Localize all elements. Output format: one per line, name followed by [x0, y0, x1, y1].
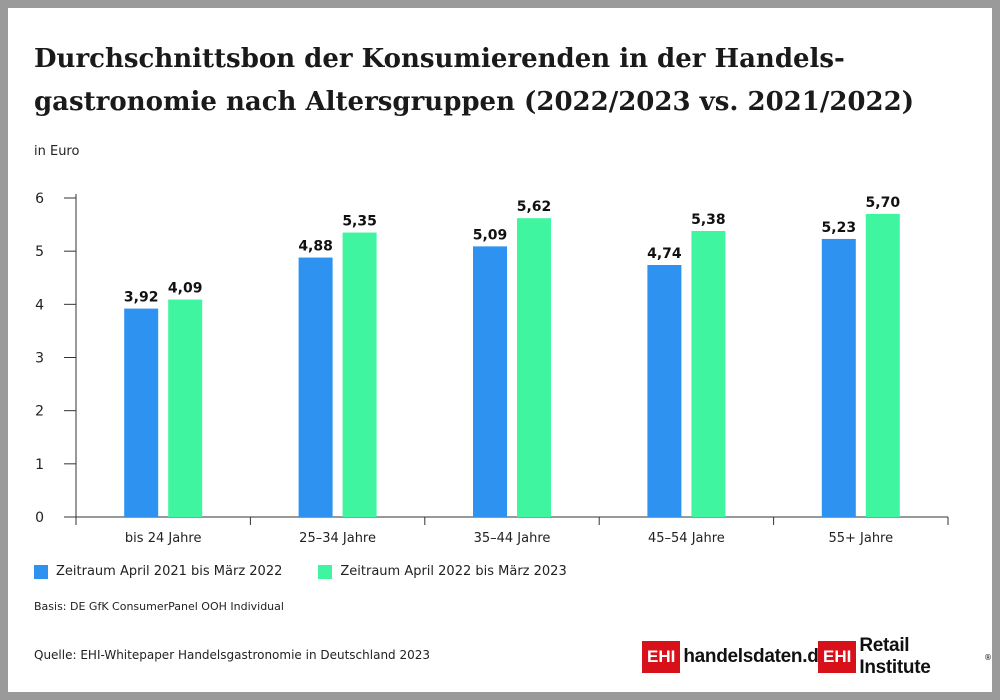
y-axis-unit-label: in Euro [34, 144, 80, 159]
registered-mark: ® [984, 652, 992, 662]
bar-series2 [691, 230, 726, 518]
legend-swatch-series1 [34, 564, 48, 579]
logo-retail-institute-text: Retail Institute [859, 635, 931, 678]
legend-label-series1: Zeitraum April 2021 bis März 2022 [56, 564, 283, 579]
data-label-series2: 5,35 [342, 214, 377, 230]
logo-handelsdaten-box: EHI [642, 641, 681, 673]
legend-swatch-series2 [318, 564, 333, 579]
legend: Zeitraum April 2021 bis März 2022 Zeitra… [34, 564, 567, 579]
logo-retail-institute-box: EHI [818, 641, 857, 673]
data-label-series1: 4,74 [647, 246, 682, 262]
logo-handelsdaten-text: handelsdaten.de [683, 646, 829, 667]
x-category-label: 55+ Jahre [828, 531, 893, 546]
y-tick-label: 4 [35, 297, 44, 313]
data-label-series1: 3,92 [124, 290, 159, 306]
y-tick-label: 6 [35, 191, 44, 207]
y-tick-label: 5 [35, 244, 44, 260]
x-category-label: bis 24 Jahre [125, 531, 202, 546]
bar-series1 [298, 257, 333, 517]
x-category-label: 25–34 Jahre [299, 531, 376, 546]
bar-series1 [124, 308, 159, 517]
bar-series2 [865, 213, 900, 517]
logo-retail-institute: EHI Retail Institute ® [818, 635, 992, 678]
chart-title-line2: gastronomie nach Altersgruppen (2022/202… [34, 87, 915, 117]
data-label-series2: 5,62 [517, 199, 552, 215]
x-category-label: 35–44 Jahre [474, 531, 551, 546]
bar-series2 [342, 232, 377, 517]
y-tick-label: 0 [35, 510, 44, 526]
chart-title: Durchschnittsbon der Konsumierenden in d… [34, 38, 974, 124]
bar-series1 [473, 246, 507, 518]
data-label-series2: 4,09 [168, 281, 203, 297]
basis-note: Basis: DE GfK ConsumerPanel OOH Individu… [34, 600, 284, 613]
legend-item-series1: Zeitraum April 2021 bis März 2022 [34, 564, 282, 579]
data-label-series1: 5,09 [473, 227, 508, 243]
data-label-series1: 4,88 [298, 239, 333, 255]
logo-handelsdaten: EHI handelsdaten.de [642, 641, 829, 673]
legend-item-series2: Zeitraum April 2022 bis März 2023 [318, 564, 567, 579]
bar-series2 [168, 299, 203, 517]
source-note: Quelle: EHI-Whitepaper Handelsgastronomi… [34, 648, 431, 662]
x-category-label: 45–54 Jahre [648, 531, 725, 546]
bar-series1 [647, 264, 682, 517]
data-label-series2: 5,70 [866, 195, 901, 211]
bar-series1 [821, 238, 856, 517]
y-tick-label: 1 [35, 457, 44, 473]
chart-title-line1: Durchschnittsbon der Konsumierenden in d… [34, 44, 845, 74]
bar-series2 [517, 218, 551, 517]
y-tick-label: 2 [35, 404, 44, 420]
legend-label-series2: Zeitraum April 2022 bis März 2023 [340, 564, 567, 579]
data-label-series2: 5,38 [691, 212, 726, 228]
y-tick-label: 3 [35, 351, 44, 367]
data-label-series1: 5,23 [822, 220, 857, 236]
